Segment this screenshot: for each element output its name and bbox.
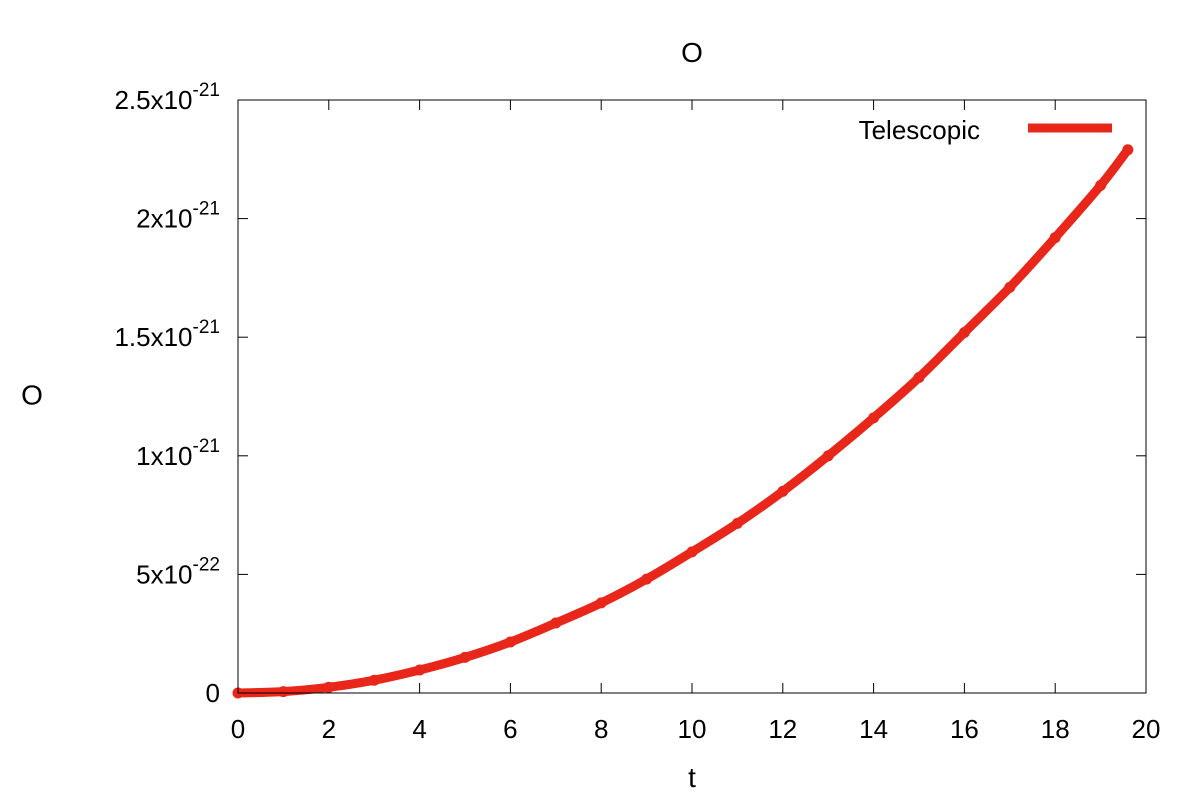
data-point [550, 617, 562, 629]
data-point [368, 674, 380, 686]
legend: Telescopic [859, 115, 1112, 145]
plot-frame [237, 99, 1147, 694]
data-point [414, 664, 426, 676]
data-point [504, 636, 516, 648]
x-tick-label: 16 [950, 714, 979, 744]
data-point [958, 326, 970, 338]
data-point [1049, 232, 1061, 244]
chart-title: O [681, 37, 703, 68]
data-point [777, 485, 789, 497]
data-point [1122, 144, 1134, 156]
x-axis-label: t [688, 762, 696, 793]
data-point [595, 597, 607, 609]
data-point [641, 573, 653, 585]
data-point [1095, 179, 1107, 191]
data-point [277, 686, 289, 698]
x-tick-label: 6 [503, 714, 517, 744]
data-point [822, 450, 834, 462]
x-tick-label: 4 [412, 714, 426, 744]
x-tick-label: 0 [231, 714, 245, 744]
data-point [868, 412, 880, 424]
x-tick-label: 8 [594, 714, 608, 744]
y-tick-label: 1.5x10-21 [114, 317, 220, 352]
y-tick-label: 0 [206, 678, 220, 708]
series-layer [232, 144, 1134, 699]
x-tick-label: 12 [768, 714, 797, 744]
x-tick-label: 18 [1041, 714, 1070, 744]
data-point [913, 372, 925, 384]
x-tick-label: 10 [678, 714, 707, 744]
y-tick-label: 5x10-22 [136, 554, 220, 589]
axis-ticks [237, 99, 1147, 694]
y-tick-label: 2x10-21 [136, 199, 220, 234]
axis-tick-labels: 0 2 4 6 8 10 12 14 16 18 20 0 5x10-22 1x10-21 1.5x10-2… [114, 80, 1160, 744]
y-tick-label: 1x10-21 [136, 436, 220, 471]
legend-label: Telescopic [859, 115, 980, 145]
data-point [323, 681, 335, 693]
data-point [731, 517, 743, 529]
x-tick-label: 14 [859, 714, 888, 744]
data-point [459, 651, 471, 663]
y-axis-label: O [21, 379, 43, 410]
y-tick-label: 2.5x10-21 [114, 80, 220, 115]
series-line-0 [233, 145, 1133, 698]
data-point [686, 546, 698, 558]
x-tick-label: 20 [1132, 714, 1161, 744]
x-tick-label: 2 [322, 714, 336, 744]
data-point [1004, 281, 1016, 293]
